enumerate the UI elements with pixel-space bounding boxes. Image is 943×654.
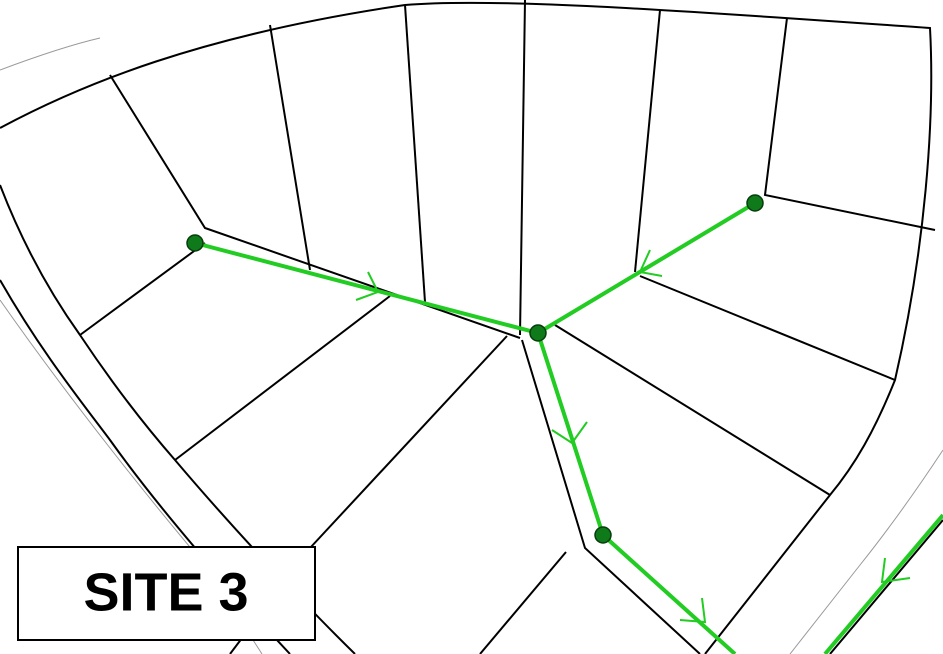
lot-line <box>79 242 206 336</box>
site-label-text: SITE 3 <box>83 562 248 622</box>
manhole <box>186 234 204 252</box>
site-label: SITE 3 <box>17 546 316 641</box>
manhole <box>594 526 612 544</box>
lot-line <box>309 335 508 549</box>
sewer-lines <box>186 194 943 654</box>
road-edge <box>789 449 943 654</box>
lot-line <box>634 9 661 273</box>
lot-line <box>639 275 896 381</box>
manhole <box>746 194 764 212</box>
manhole <box>529 324 547 342</box>
lot-line <box>174 295 391 461</box>
road-edge <box>829 519 943 654</box>
lot-line <box>479 551 567 654</box>
lot-line <box>519 0 526 336</box>
pipe <box>823 513 943 654</box>
flow-arrow <box>355 271 380 301</box>
pipe <box>194 241 539 335</box>
flow-arrow <box>679 597 707 624</box>
lot-line <box>554 324 831 496</box>
flow-arrow <box>880 557 911 584</box>
pipe <box>536 201 757 335</box>
lot-line <box>404 4 426 303</box>
lot-line <box>763 17 936 231</box>
flow-arrow <box>551 421 588 445</box>
lot-line <box>521 339 701 654</box>
road-edge <box>0 37 101 71</box>
label-box <box>17 546 316 641</box>
flow-arrow <box>638 249 663 277</box>
lot-line <box>269 24 311 271</box>
